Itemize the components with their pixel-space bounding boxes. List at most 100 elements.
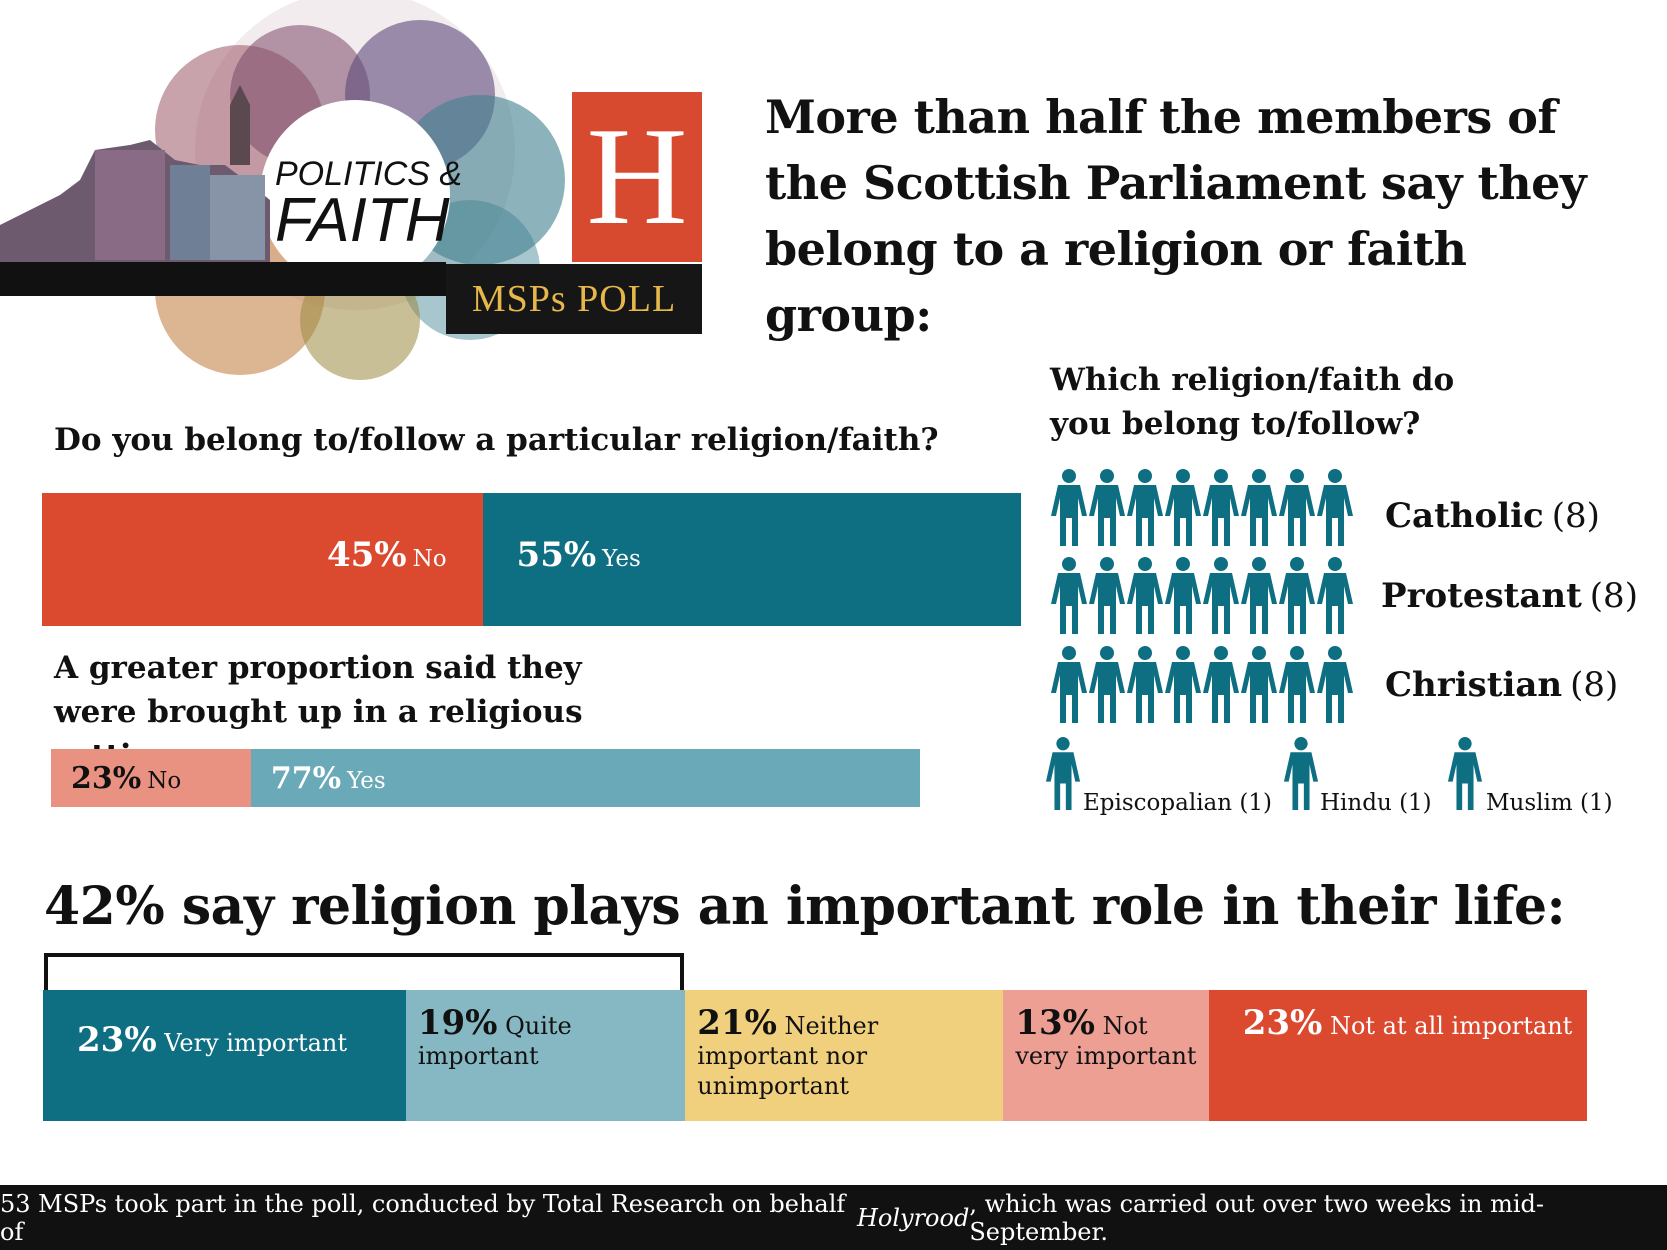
q1-no-label: No	[412, 546, 447, 572]
protestant-icon-row	[1050, 556, 1354, 636]
q2-label-yes: 77% Yes	[271, 761, 386, 796]
headline: More than half the members of the Scotti…	[765, 90, 1587, 342]
holyrood-h-logo: H	[572, 92, 702, 262]
logo-faith-text: FAITH	[275, 186, 450, 255]
protestant-count: (8)	[1589, 576, 1638, 616]
importance-segment-not-at-all: 23% Not at all important	[1208, 990, 1587, 1121]
person-icon	[1045, 737, 1081, 810]
person-icon	[1089, 557, 1125, 634]
hindu-icon	[1283, 735, 1319, 813]
person-icon	[1203, 646, 1239, 723]
christian-count: (8)	[1570, 665, 1619, 705]
logo-politics-text: POLITICS &	[275, 155, 463, 193]
q1-bar-no: 45% No	[42, 493, 483, 626]
q1-no-value: 45%	[326, 535, 407, 575]
protestant-label: Protestant (8)	[1381, 576, 1638, 616]
person-icon	[1283, 737, 1319, 810]
person-icon	[1165, 469, 1201, 546]
msps-poll-badge: MSPs POLL	[446, 264, 702, 334]
person-icon	[1051, 557, 1087, 634]
importance-text-not-very: 13% Not very important	[1015, 1006, 1200, 1071]
q2-title: A greater proportion said they were brou…	[54, 650, 583, 774]
q1-yes-value: 55%	[516, 535, 597, 575]
person-icon	[1317, 646, 1353, 723]
q2-no-value: 23%	[71, 761, 142, 796]
footer-text-after: , which was carried out over two weeks i…	[969, 1189, 1545, 1246]
importance-segment-neither: 21% Neither important nor unimportant	[685, 990, 1004, 1121]
importance-text-not-at-all: 23% Not at all important	[1243, 1006, 1579, 1041]
footer-note: 53 MSPs took part in the poll, conducted…	[0, 1185, 1667, 1250]
q2-bar-yes: 77% Yes	[250, 749, 920, 807]
catholic-label: Catholic (8)	[1385, 496, 1600, 536]
importance-label-not-at-all: Not at all important	[1329, 1012, 1573, 1040]
person-icon	[1127, 469, 1163, 546]
episcopalian-label: Episcopalian (1)	[1083, 790, 1272, 816]
importance-label-not-very: Not very important	[1015, 1012, 1197, 1070]
important-bracket	[44, 953, 684, 993]
person-icon	[1241, 646, 1277, 723]
importance-label-very: Very important	[164, 1029, 348, 1057]
christian-label: Christian (8)	[1385, 665, 1618, 705]
person-icon	[1279, 646, 1315, 723]
q2-label-no: 23% No	[71, 761, 181, 796]
q1-label-no: 45% No	[327, 535, 447, 575]
protestant-name: Protestant	[1381, 576, 1582, 616]
q2-yes-value: 77%	[270, 761, 342, 796]
importance-segment-not-very: 13% Not very important	[1003, 990, 1209, 1121]
q2-no-label: No	[147, 768, 182, 794]
footer-publication: Holyrood	[856, 1203, 970, 1232]
importance-text-neither: 21% Neither important nor unimportant	[697, 1006, 995, 1101]
person-icon	[1317, 557, 1353, 634]
importance-title: 42% say religion plays an important role…	[44, 876, 1566, 937]
person-icon	[1051, 469, 1087, 546]
q1-bar-yes: 55% Yes	[482, 493, 1021, 626]
religion-title: Which religion/faith do you belong to/fo…	[1050, 362, 1455, 442]
person-icon	[1279, 469, 1315, 546]
importance-value-not-at-all: 23%	[1242, 1003, 1323, 1043]
person-icon	[1127, 557, 1163, 634]
person-icon	[1241, 557, 1277, 634]
q1-title: Do you belong to/follow a particular rel…	[54, 422, 939, 458]
person-icon	[1241, 469, 1277, 546]
importance-label-quite: Quite important	[417, 1012, 572, 1070]
person-icon	[1165, 646, 1201, 723]
hindu-label: Hindu (1)	[1320, 790, 1432, 816]
muslim-icon	[1447, 735, 1483, 813]
importance-text-quite: 19% Quite important	[417, 1006, 677, 1071]
importance-text-very: 23% Very important	[77, 1023, 398, 1058]
christian-icon-row	[1050, 645, 1354, 725]
q2-bar-no: 23% No	[51, 749, 251, 807]
q1-label-yes: 55% Yes	[517, 535, 641, 575]
politics-faith-logo: POLITICS & FAITH H MSPs POLL	[0, 0, 720, 380]
importance-value-neither: 21%	[697, 1003, 777, 1043]
christian-name: Christian	[1385, 665, 1563, 705]
logo-h-letter: H	[586, 99, 688, 254]
person-icon	[1089, 469, 1125, 546]
logo-black-band	[0, 262, 446, 296]
importance-label-neither: Neither important nor unimportant	[697, 1012, 879, 1100]
importance-segment-very: 23% Very important	[43, 990, 406, 1121]
person-icon	[1165, 557, 1201, 634]
msps-poll-text: MSPs POLL	[471, 278, 677, 320]
person-icon	[1279, 557, 1315, 634]
q2-yes-label: Yes	[347, 768, 386, 794]
person-icon	[1203, 557, 1239, 634]
importance-segment-quite: 19% Quite important	[405, 990, 686, 1121]
importance-value-not-very: 13%	[1015, 1003, 1095, 1043]
catholic-count: (8)	[1551, 496, 1600, 536]
person-icon	[1447, 737, 1483, 810]
q2-stacked-bar: 23% No 77% Yes	[51, 749, 920, 807]
person-icon	[1317, 469, 1353, 546]
catholic-name: Catholic	[1385, 496, 1544, 536]
muslim-label: Muslim (1)	[1486, 790, 1613, 816]
person-icon	[1127, 646, 1163, 723]
catholic-icon-row	[1050, 468, 1354, 548]
q1-stacked-bar: 45% No 55% Yes	[42, 493, 1021, 626]
episcopalian-icon	[1045, 735, 1081, 813]
person-icon	[1089, 646, 1125, 723]
person-icon	[1051, 646, 1087, 723]
footer-text-before: 53 MSPs took part in the poll, conducted…	[0, 1189, 846, 1246]
importance-value-quite: 19%	[417, 1003, 498, 1043]
q1-yes-label: Yes	[602, 546, 641, 572]
importance-stacked-bar: 23% Very important 19% Quite important 2…	[43, 990, 1587, 1121]
